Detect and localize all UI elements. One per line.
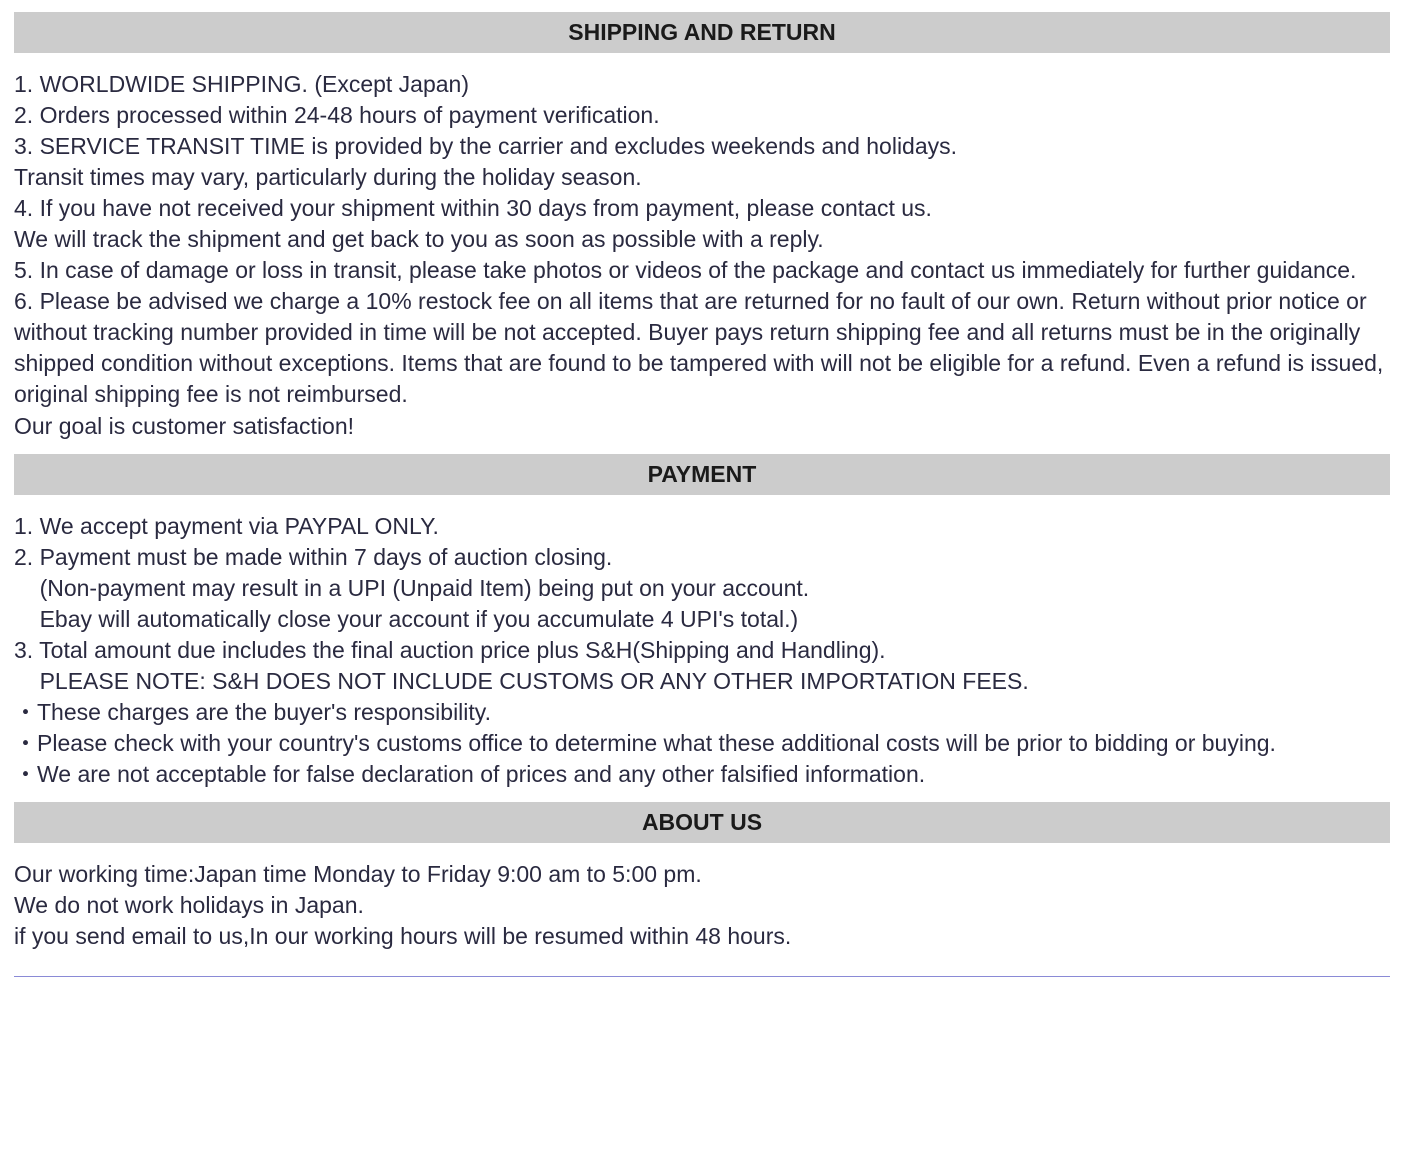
section-header-shipping: SHIPPING AND RETURN — [14, 12, 1390, 53]
section-header-payment: PAYMENT — [14, 454, 1390, 495]
section-body-payment: 1. We accept payment via PAYPAL ONLY. 2.… — [14, 511, 1390, 790]
section-body-shipping: 1. WORLDWIDE SHIPPING. (Except Japan) 2.… — [14, 69, 1390, 442]
section-header-about: ABOUT US — [14, 802, 1390, 843]
section-body-about: Our working time:Japan time Monday to Fr… — [14, 859, 1390, 952]
bottom-rule — [14, 976, 1390, 977]
